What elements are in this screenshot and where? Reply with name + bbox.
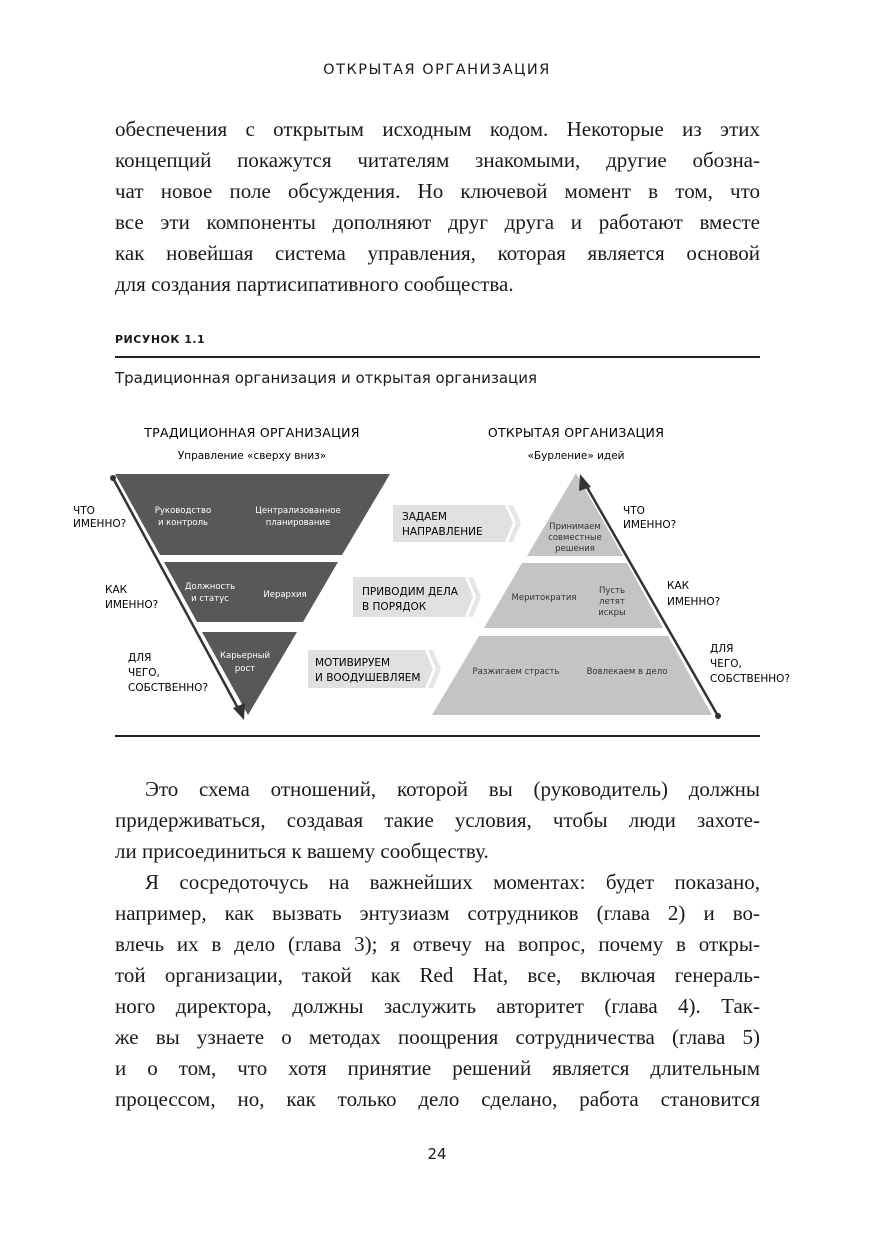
- question-what: ИМЕННО?: [73, 518, 126, 530]
- page-number: 24: [427, 1145, 447, 1163]
- svg-text:МОТИВИРУЕМ: МОТИВИРУЕМ: [315, 657, 390, 669]
- open-title: ОТКРЫТАЯ ОРГАНИЗАЦИЯ: [488, 425, 664, 440]
- open-band-2: [484, 563, 663, 628]
- text-line: концепций покажутся читателям знакомыми,…: [115, 148, 760, 172]
- question-why: СОБСТВЕННО?: [710, 673, 790, 685]
- question-how: ИМЕННО?: [105, 599, 158, 611]
- paragraph-2: Это схема отношений, которой вы (руковод…: [115, 774, 760, 867]
- chevron-order: ПРИВОДИМ ДЕЛА В ПОРЯДОК: [353, 577, 481, 617]
- question-how: КАК: [105, 584, 128, 596]
- question-why: СОБСТВЕННО?: [128, 682, 208, 694]
- text-line: влечь их в дело (глава 3); я отвечу на в…: [115, 932, 760, 956]
- traditional-band-1: [115, 474, 390, 555]
- band-label: Карьерный: [220, 651, 270, 661]
- text-line: как новейшая система управления, которая…: [115, 241, 760, 265]
- band-label: Вовлекаем в дело: [587, 667, 668, 677]
- open-arrow: [582, 481, 720, 717]
- text-line: обеспечения с открытым исходным кодом. Н…: [115, 117, 760, 141]
- band-label: Должность: [185, 582, 235, 592]
- text-line: же вы узнаете о методах поощрения сотруд…: [115, 1025, 760, 1049]
- band-label: и контроль: [158, 518, 208, 528]
- band-label: решения: [555, 544, 595, 554]
- figure-top-rule: [115, 356, 760, 358]
- svg-text:ПРИВОДИМ ДЕЛА: ПРИВОДИМ ДЕЛА: [362, 586, 459, 598]
- figure-diagram: ТРАДИЦИОННАЯ ОРГАНИЗАЦИЯ Управление «све…: [73, 425, 790, 720]
- open-band-1: [527, 473, 623, 556]
- arrow-head: [233, 703, 245, 720]
- question-how: КАК: [667, 580, 690, 592]
- traditional-arrow: [111, 477, 242, 713]
- band-label: рост: [235, 664, 255, 674]
- band-label: Централизованное: [255, 506, 340, 516]
- band-label: летят: [599, 597, 625, 607]
- band-label: и статус: [191, 594, 229, 604]
- chevron-motivate: МОТИВИРУЕМ И ВООДУШЕВЛЯЕМ: [308, 650, 441, 688]
- question-why: ЧЕГО,: [128, 667, 160, 679]
- traditional-title: ТРАДИЦИОННАЯ ОРГАНИЗАЦИЯ: [143, 425, 360, 440]
- text-line: ли присоединиться к вашему сообществу.: [115, 839, 489, 863]
- band-label: Иерархия: [263, 590, 306, 600]
- traditional-band-2: [164, 562, 338, 622]
- text-line: все эти компоненты дополняют друг друга …: [115, 210, 760, 234]
- open-band-3: [432, 636, 712, 715]
- arrow-dot: [715, 713, 721, 719]
- band-label: совместные: [548, 533, 602, 543]
- text-line: и о том, что хотя принятие решений являе…: [115, 1056, 760, 1080]
- arrow-dot: [110, 475, 116, 481]
- question-why: ДЛЯ: [710, 643, 733, 655]
- question-what: ЧТО: [73, 505, 95, 517]
- band-label: Пусть: [599, 586, 625, 596]
- figure-label: РИСУНОК 1.1: [115, 333, 206, 346]
- question-why: ДЛЯ: [128, 652, 151, 664]
- band-label: Разжигаем страсть: [473, 667, 560, 677]
- svg-text:В ПОРЯДОК: В ПОРЯДОК: [362, 601, 427, 613]
- text-line: для создания партисипативного сообщества…: [115, 272, 514, 296]
- band-label: планирование: [266, 518, 330, 528]
- svg-text:НАПРАВЛЕНИЕ: НАПРАВЛЕНИЕ: [402, 526, 483, 538]
- running-head: ОТКРЫТАЯ ОРГАНИЗАЦИЯ: [323, 62, 551, 78]
- text-line: придерживаться, создавая такие условия, …: [115, 808, 760, 832]
- figure-bottom-rule: [115, 735, 760, 737]
- paragraph-1: обеспечения с открытым исходным кодом. Н…: [115, 114, 760, 300]
- text-line: той организации, такой как Red Hat, все,…: [115, 963, 760, 987]
- question-why: ЧЕГО,: [710, 658, 742, 670]
- band-label: Руководство: [155, 506, 211, 516]
- question-what: ЧТО: [623, 505, 645, 517]
- question-how: ИМЕННО?: [667, 596, 720, 608]
- text-line: Я сосредоточусь на важнейших моментах: б…: [145, 870, 760, 894]
- chevron-direction: ЗАДАЕМ НАПРАВЛЕНИЕ: [393, 505, 521, 542]
- text-line: процессом, но, как только дело сделано, …: [115, 1087, 760, 1111]
- question-what: ИМЕННО?: [623, 519, 676, 531]
- arrow-head: [579, 474, 591, 491]
- svg-text:И ВООДУШЕВЛЯЕМ: И ВООДУШЕВЛЯЕМ: [315, 672, 420, 684]
- open-subtitle: «Бурление» идей: [528, 450, 625, 462]
- text-line: чат новое поле обсуждения. Но ключевой м…: [115, 179, 760, 203]
- svg-text:ЗАДАЕМ: ЗАДАЕМ: [402, 511, 447, 523]
- text-line: например, как вызвать энтузиазм сотрудни…: [115, 901, 760, 925]
- band-label: искры: [598, 608, 625, 618]
- text-line: Это схема отношений, которой вы (руковод…: [145, 777, 760, 801]
- traditional-band-3: [202, 632, 297, 715]
- band-label: Меритократия: [512, 593, 577, 603]
- paragraph-3: Я сосредоточусь на важнейших моментах: б…: [115, 867, 760, 1115]
- band-label: Принимаем: [549, 522, 601, 532]
- text-line: ного директора, должны заслужить авторит…: [115, 994, 760, 1018]
- traditional-subtitle: Управление «сверху вниз»: [178, 450, 326, 462]
- figure-caption: Традиционная организация и открытая орга…: [115, 369, 538, 387]
